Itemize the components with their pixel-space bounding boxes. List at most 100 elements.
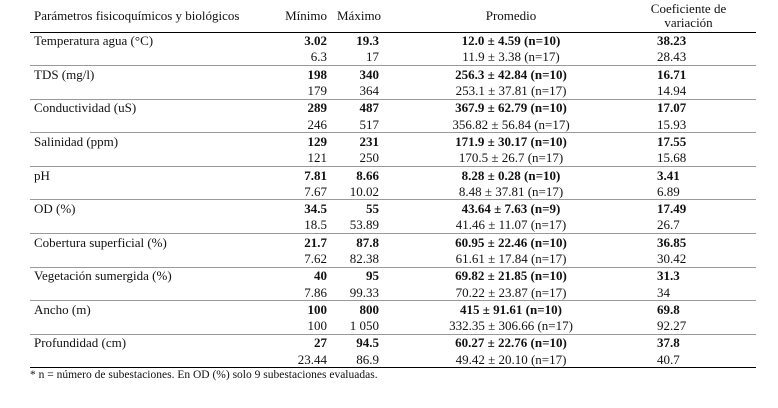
max-cell: 87.8 <box>356 234 379 250</box>
param-cell <box>30 283 276 302</box>
table-row: Profundidad (cm) 27 94.5 60.27 ± 22.76 (n=1… <box>30 334 756 351</box>
max-cell: 86.9 <box>331 351 401 369</box>
mean-cell: 49.42 ± 20.10 (n=17) <box>401 351 621 369</box>
max-cell: 95 <box>366 268 379 284</box>
max-cell: 99.33 <box>331 283 401 302</box>
cv-cell: 3.41 <box>657 167 680 183</box>
param-cell <box>30 250 276 268</box>
table-header: Parámetros fisicoquímicos y biológicos M… <box>30 0 756 32</box>
min-cell: 289 <box>307 100 328 116</box>
mean-cell: 70.22 ± 23.87 (n=17) <box>401 283 621 302</box>
min-cell: 18.5 <box>276 216 331 235</box>
mean-cell: 60.27 ± 22.76 (n=10) <box>455 335 567 351</box>
min-cell: 7.86 <box>276 283 331 302</box>
min-cell: 7.81 <box>304 167 327 183</box>
max-cell: 19.3 <box>356 33 379 49</box>
param-cell <box>30 149 276 167</box>
mean-cell: 43.64 ± 7.63 (n=9) <box>461 201 561 217</box>
mean-cell: 60.95 ± 22.46 (n=10) <box>455 234 567 250</box>
header-min: Mínimo <box>285 7 327 23</box>
param-cell: pH <box>34 167 50 183</box>
table-row: 7.62 82.38 61.61 ± 17.84 (n=17) 30.42 <box>30 250 756 268</box>
min-cell: 100 <box>276 317 331 335</box>
min-cell: 27 <box>314 335 327 351</box>
cv-cell: 69.8 <box>657 301 680 317</box>
min-cell: 21.7 <box>304 234 327 250</box>
header-cv-line1: Coeficiente de <box>650 0 727 16</box>
max-cell: 250 <box>331 149 401 167</box>
mean-cell: 356.82 ± 56.84 (n=17) <box>401 115 621 134</box>
table-row: Cobertura superficial (%) 21.7 87.8 60.95 ±… <box>30 234 756 251</box>
mean-cell: 332.35 ± 306.66 (n=17) <box>401 317 621 335</box>
min-cell: 121 <box>276 149 331 167</box>
table-row: 100 1 050 332.35 ± 306.66 (n=17) 92.27 <box>30 317 756 335</box>
min-cell: 246 <box>276 115 331 134</box>
cv-cell: 6.89 <box>621 183 756 201</box>
mean-cell: 367.9 ± 62.79 (n=10) <box>455 100 567 116</box>
header-cv-line2: variación <box>664 14 713 30</box>
table-row: 246 517 356.82 ± 56.84 (n=17) 15.93 <box>30 115 756 134</box>
param-cell <box>30 183 276 201</box>
param-cell: Temperatura agua (°C) <box>34 33 154 49</box>
param-cell: Vegetación sumergida (%) <box>34 268 172 284</box>
max-cell: 94.5 <box>356 335 379 351</box>
header-cv: Coeficiente de variación <box>621 0 756 32</box>
cv-cell: 15.68 <box>621 149 756 167</box>
header-mean: Promedio <box>485 7 537 23</box>
table-row: Ancho (m) 100 800 415 ± 91.61 (n=10) 69.8 <box>30 301 756 318</box>
min-cell: 6.3 <box>276 48 331 67</box>
param-cell: Conductividad (uS) <box>34 100 137 116</box>
table-row: OD (%) 34.5 55 43.64 ± 7.63 (n=9) 17.49 <box>30 200 756 217</box>
mean-cell: 12.0 ± 4.59 (n=10) <box>461 33 561 49</box>
header-max: Máximo <box>337 7 382 23</box>
mean-cell: 415 ± 91.61 (n=10) <box>460 301 562 317</box>
max-cell: 82.38 <box>331 250 401 268</box>
param-cell: TDS (mg/l) <box>34 66 95 82</box>
min-cell: 179 <box>276 82 331 100</box>
max-cell: 231 <box>359 133 380 149</box>
table-row: pH 7.81 8.66 8.28 ± 0.28 (n=10) 3.41 <box>30 166 756 183</box>
cv-cell: 14.94 <box>621 82 756 100</box>
table-row: 23.44 86.9 49.42 ± 20.10 (n=17) 40.7 <box>30 351 756 369</box>
max-cell: 364 <box>331 82 401 100</box>
cv-cell: 36.85 <box>657 234 687 250</box>
param-cell <box>30 48 276 67</box>
max-cell: 8.66 <box>356 167 379 183</box>
max-cell: 1 050 <box>331 317 401 335</box>
mean-cell: 11.9 ± 3.38 (n=17) <box>401 48 621 67</box>
min-cell: 129 <box>307 133 328 149</box>
mean-cell: 41.46 ± 11.07 (n=17) <box>401 216 621 235</box>
mean-cell: 256.3 ± 42.84 (n=10) <box>455 66 567 82</box>
cv-cell: 26.7 <box>621 216 756 235</box>
cv-cell: 30.42 <box>621 250 756 268</box>
mean-cell: 61.61 ± 17.84 (n=17) <box>401 250 621 268</box>
min-cell: 34.5 <box>304 201 327 217</box>
table-row: 121 250 170.5 ± 26.7 (n=17) 15.68 <box>30 149 756 167</box>
max-cell: 487 <box>359 100 380 116</box>
table-row: 18.5 53.89 41.46 ± 11.07 (n=17) 26.7 <box>30 216 756 235</box>
table-row: Salinidad (ppm) 129 231 171.9 ± 30.17 (n=10… <box>30 133 756 150</box>
cv-cell: 15.93 <box>621 115 756 134</box>
min-cell: 198 <box>307 66 328 82</box>
cv-cell: 17.07 <box>657 100 687 116</box>
cv-cell: 34 <box>621 283 756 302</box>
cv-cell: 31.3 <box>657 268 680 284</box>
max-cell: 340 <box>359 66 380 82</box>
max-cell: 17 <box>331 48 401 67</box>
cv-cell: 92.27 <box>621 317 756 335</box>
param-cell: Ancho (m) <box>34 301 91 317</box>
table-row: 179 364 253.1 ± 37.81 (n=17) 14.94 <box>30 82 756 100</box>
param-cell: Salinidad (ppm) <box>34 133 119 149</box>
min-cell: 3.02 <box>304 33 327 49</box>
min-cell: 7.67 <box>276 183 331 201</box>
cv-cell: 28.43 <box>621 48 756 67</box>
max-cell: 10.02 <box>331 183 401 201</box>
param-cell: OD (%) <box>34 201 76 217</box>
cv-cell: 40.7 <box>621 351 756 369</box>
mean-cell: 8.48 ± 37.81 (n=17) <box>401 183 621 201</box>
table-row: 7.86 99.33 70.22 ± 23.87 (n=17) 34 <box>30 283 756 302</box>
param-cell <box>30 216 276 235</box>
min-cell: 100 <box>307 301 328 317</box>
parameters-table: Parámetros fisicoquímicos y biológicos M… <box>30 0 756 369</box>
max-cell: 55 <box>366 201 379 217</box>
